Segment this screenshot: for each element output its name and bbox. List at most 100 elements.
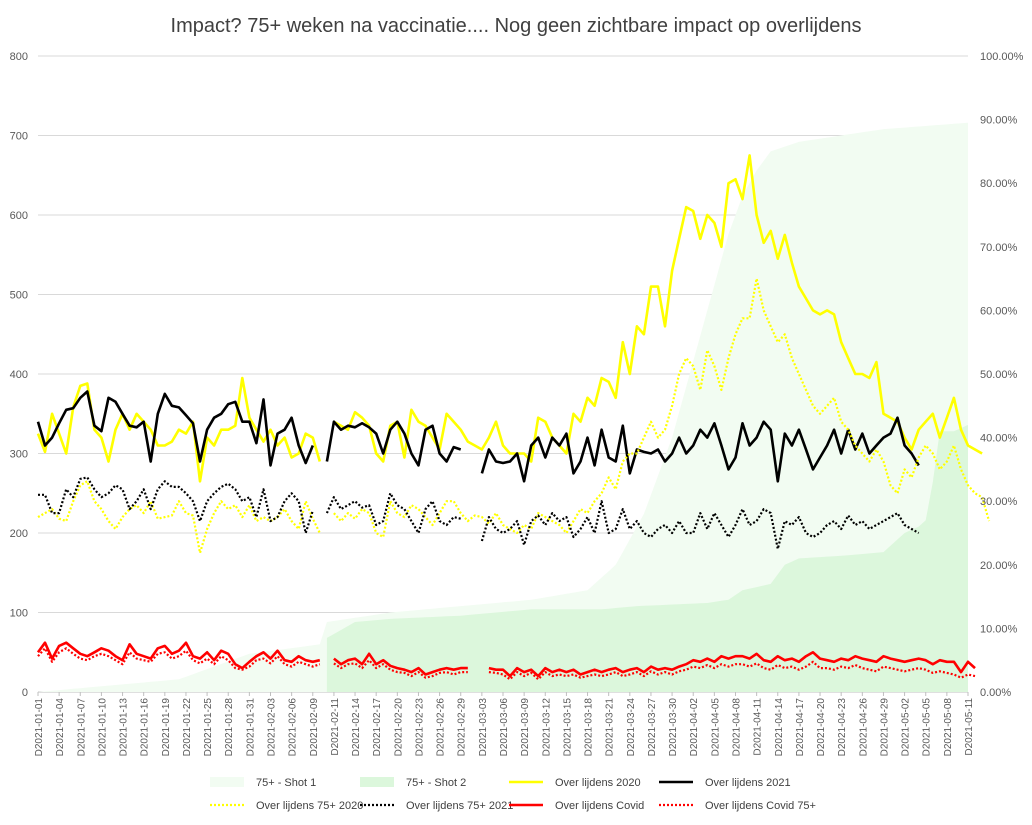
x-tick-label: D2021-02-14	[351, 698, 362, 757]
legend-item: Over lijdens 2021	[659, 777, 791, 789]
x-tick-label: D2021-04-29	[879, 698, 890, 757]
x-tick-label: D2021-03-30	[668, 698, 679, 757]
legend-swatch	[210, 777, 244, 787]
y-left-tick-label: 500	[10, 290, 28, 302]
x-tick-label: D2021-04-14	[774, 698, 785, 757]
x-tick-label: D2021-04-08	[732, 698, 743, 757]
legend-item: Over lijdens 2020	[509, 777, 641, 789]
x-tick-label: D2021-03-06	[499, 698, 510, 757]
legend-item: Over lijdens Covid	[509, 800, 644, 812]
x-tick-label: D2021-01-07	[76, 698, 87, 757]
y-right-tick-label: 30.00%	[980, 496, 1018, 508]
x-tick-label: D2021-02-26	[436, 698, 447, 757]
y-left-tick-label: 0	[22, 687, 28, 699]
x-tick-label: D2021-04-23	[837, 698, 848, 757]
x-tick-label: D2021-05-02	[901, 698, 912, 757]
x-tick-label: D2021-01-13	[119, 698, 130, 757]
x-tick-label: D2021-01-16	[140, 698, 151, 757]
x-tick-label: D2021-05-05	[922, 698, 933, 757]
y-right-tick-label: 70.00%	[980, 242, 1018, 254]
x-tick-label: D2021-03-09	[520, 698, 531, 757]
y-right-tick-label: 50.00%	[980, 369, 1018, 381]
legend-item: Over lijdens Covid 75+	[659, 800, 816, 812]
y-left-tick-label: 300	[10, 449, 28, 461]
x-tick-label: D2021-03-15	[562, 698, 573, 757]
y-left-tick-label: 200	[10, 528, 28, 540]
x-tick-label: D2021-02-17	[372, 698, 383, 757]
legend-label: Over lijdens Covid	[555, 800, 644, 812]
x-tick-label: D2021-02-20	[393, 698, 404, 757]
y-right-tick-label: 90.00%	[980, 115, 1018, 127]
legend-label: 75+ - Shot 1	[256, 777, 316, 789]
legend-label: Over lijdens 75+ 2020	[256, 800, 363, 812]
x-tick-label: D2021-03-12	[541, 698, 552, 757]
legend-item: 75+ - Shot 1	[210, 777, 316, 789]
y-right-tick-label: 0.00%	[980, 687, 1011, 699]
legend-swatch	[360, 777, 394, 787]
x-tick-label: D2021-01-28	[224, 698, 235, 757]
x-tick-label: D2021-01-04	[55, 698, 66, 757]
y-right-tick-label: 60.00%	[980, 305, 1018, 317]
y-left-tick-label: 700	[10, 131, 28, 143]
x-tick-label: D2021-02-06	[288, 698, 299, 757]
y-right-tick-label: 80.00%	[980, 178, 1018, 190]
x-axis: D2021-01-01 D2021-01-04 D2021-01-07 D2021-0…	[34, 692, 975, 756]
legend-label: Over lijdens Covid 75+	[705, 800, 816, 812]
x-tick-label: D2021-04-26	[858, 698, 869, 757]
line-series-6	[36, 641, 976, 678]
x-tick-label: D2021-05-11	[964, 698, 975, 756]
legend-item: 75+ - Shot 2	[360, 777, 466, 789]
x-tick-label: D2021-04-02	[689, 698, 700, 757]
area-series-1	[326, 424, 968, 692]
x-tick-label: D2021-02-09	[309, 698, 320, 757]
y-right-tick-label: 10.00%	[980, 623, 1018, 635]
chart-title: Impact? 75+ weken na vaccinatie.... Nog …	[171, 15, 862, 37]
y-right-tick-label: 40.00%	[980, 433, 1018, 445]
legend-item: Over lijdens 75+ 2020	[210, 800, 363, 812]
legend-label: Over lijdens 2021	[705, 777, 791, 789]
y-axis-left: 0 100 200 300 400 500 600 700 800	[10, 51, 28, 699]
x-tick-label: D2021-02-29	[457, 698, 468, 757]
x-tick-label: D2021-01-25	[203, 698, 214, 757]
x-tick-label: D2021-03-27	[647, 698, 658, 757]
line-series	[36, 154, 991, 681]
x-tick-label: D2021-03-03	[478, 698, 489, 757]
y-left-tick-label: 100	[10, 608, 28, 620]
line-series-4	[37, 277, 991, 554]
x-tick-label: D2021-05-08	[943, 698, 954, 757]
legend-label: 75+ - Shot 2	[406, 777, 466, 789]
y-left-tick-label: 600	[10, 210, 28, 222]
line-series-5	[38, 476, 920, 550]
x-tick-label: D2021-04-17	[795, 698, 806, 757]
x-tick-label: D2021-01-01	[34, 698, 45, 757]
x-tick-label: D2021-02-23	[414, 698, 425, 757]
y-right-tick-label: 100.00%	[980, 51, 1024, 63]
x-tick-label: D2021-03-18	[584, 698, 595, 757]
x-tick-label: D2021-01-31	[245, 698, 256, 757]
x-tick-label: D2021-03-24	[626, 698, 637, 757]
y-left-tick-label: 800	[10, 51, 28, 63]
y-left-tick-label: 400	[10, 369, 28, 381]
x-tick-label: D2021-01-19	[161, 698, 172, 757]
area-series	[38, 122, 968, 693]
x-tick-label: D2021-01-10	[97, 698, 108, 757]
x-tick-label: D2021-04-05	[710, 698, 721, 757]
x-tick-label: D2021-01-22	[182, 698, 193, 757]
line-series-3	[36, 390, 920, 483]
area-series-0	[38, 122, 968, 693]
x-tick-label: D2021-03-21	[605, 698, 616, 757]
line-series-2	[36, 154, 983, 483]
x-tick-label: D2021-04-11	[753, 698, 764, 756]
x-tick-label: D2021-02-03	[267, 698, 278, 757]
x-tick-label: D2021-02-11	[330, 698, 341, 756]
y-right-tick-label: 20.00%	[980, 560, 1018, 572]
legend-item: Over lijdens 75+ 2021	[360, 800, 513, 812]
y-axis-right: 0.00% 10.00% 20.00% 30.00% 40.00% 50.00% 60.00…	[980, 51, 1024, 699]
legend-label: Over lijdens 2020	[555, 777, 641, 789]
x-tick-label: D2021-04-20	[816, 698, 827, 757]
legend: 75+ - Shot 1 75+ - Shot 2 Over lijdens 202…	[210, 777, 816, 812]
line-series-7	[37, 647, 976, 681]
legend-label: Over lijdens 75+ 2021	[406, 800, 513, 812]
